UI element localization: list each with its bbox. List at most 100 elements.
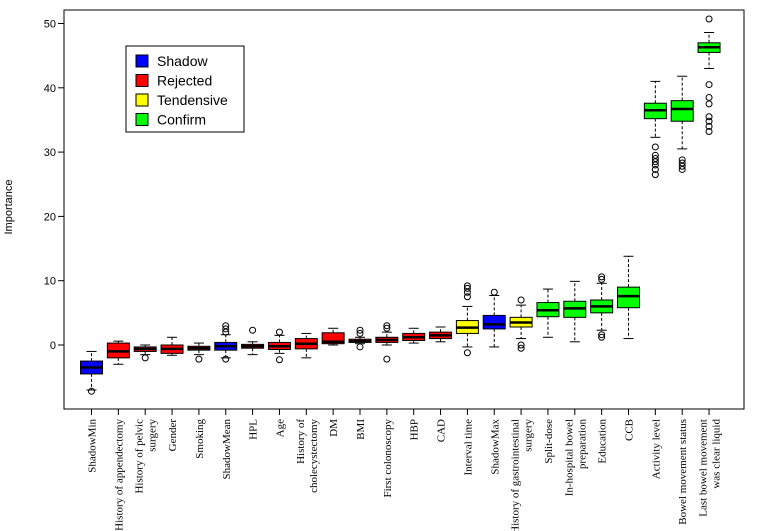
category-label: Interval time — [462, 419, 474, 476]
category-label-line: cholecystectomy — [308, 419, 320, 493]
category-label: DM — [328, 419, 340, 437]
category-label: Bowel movement status — [677, 419, 689, 525]
category-label-line: First colonoscopy — [382, 419, 394, 498]
box-16 — [482, 288, 506, 348]
box-1 — [80, 350, 103, 395]
category-label-line: Age — [274, 419, 286, 437]
category-label: HPL — [248, 419, 260, 440]
outlier-point — [598, 273, 606, 281]
box-14 — [429, 326, 453, 343]
category-label: In-hospital bowelpreparation — [563, 419, 588, 497]
outlier-point — [651, 155, 659, 163]
outlier-point — [249, 326, 257, 334]
category-label-line: In-hospital bowel — [563, 419, 575, 496]
category-label-line: Gender — [167, 419, 179, 452]
outlier-point — [517, 341, 525, 349]
category-label-line: HBP — [409, 419, 421, 440]
box-12 — [375, 322, 399, 363]
y-tick-label: 30 — [44, 147, 56, 159]
outlier-point — [275, 356, 283, 364]
iqr-box — [617, 286, 640, 309]
box-19 — [563, 280, 587, 343]
outlier-point — [356, 343, 364, 351]
category-label: Education — [597, 419, 609, 464]
category-label-line: surgery — [523, 419, 535, 452]
box-7 — [241, 326, 265, 356]
category-label-line: CAD — [436, 419, 448, 442]
box-13 — [402, 327, 426, 344]
outlier-point — [651, 151, 659, 159]
outlier-point — [705, 93, 713, 101]
box-4 — [160, 336, 184, 356]
outlier-point — [517, 296, 525, 304]
category-label: CAD — [436, 419, 448, 442]
y-tick-label: 50 — [44, 19, 56, 31]
box-17 — [509, 296, 533, 352]
box-2 — [106, 340, 130, 365]
outlier-point — [463, 349, 471, 357]
box-21 — [617, 255, 640, 340]
box-23 — [670, 75, 694, 173]
y-axis: 0 10 20 30 40 50 — [44, 19, 64, 352]
category-label: Split-dose — [543, 419, 555, 464]
category-label-line: History of pelvic — [134, 419, 146, 494]
legend-label: Shadow — [157, 53, 208, 69]
y-axis-label: Importance — [3, 179, 15, 234]
outlier-point — [598, 331, 606, 339]
category-label-line: surgery — [147, 419, 159, 452]
box-6 — [214, 322, 238, 363]
category-label-line: ShadowMin — [87, 419, 99, 473]
box-11 — [348, 326, 372, 351]
legend-swatch — [135, 54, 149, 68]
category-label-line: CCB — [624, 419, 636, 441]
category-label-line: Smoking — [194, 419, 206, 459]
outlier-point — [222, 325, 230, 333]
box-3 — [133, 344, 157, 362]
outlier-point — [705, 15, 713, 23]
category-labels: ShadowMin History of appendectomy History … — [87, 409, 723, 531]
category-label: HBP — [409, 419, 421, 440]
outlier-point — [275, 328, 283, 336]
category-label-line: DM — [328, 419, 340, 437]
outlier-point — [678, 159, 686, 167]
outlier-point — [651, 171, 659, 179]
outlier-point — [356, 329, 364, 337]
outlier-point — [705, 100, 713, 108]
outlier-point — [651, 143, 659, 151]
box-24 — [697, 15, 721, 136]
category-label: History of appendectomy — [113, 419, 125, 531]
outlier-point — [705, 113, 713, 121]
outlier-point — [195, 355, 203, 363]
outlier-point — [383, 322, 391, 330]
outlier-point — [463, 293, 471, 301]
outlier-point — [222, 355, 230, 363]
plot-frame — [63, 9, 745, 410]
category-label-line: History of gastrointestinal — [510, 419, 522, 531]
outlier-point — [598, 275, 606, 283]
category-label-line: ShadowMax — [489, 419, 501, 475]
category-label-line: BMI — [355, 419, 367, 440]
box-5 — [187, 342, 211, 363]
category-label: First colonoscopy — [382, 419, 394, 498]
outlier-point — [463, 282, 471, 290]
category-label-line: Education — [597, 419, 609, 464]
y-tick-label: 40 — [44, 83, 56, 95]
box-22 — [643, 80, 667, 179]
category-label-line: History of — [295, 419, 307, 464]
category-label: Gender — [167, 419, 179, 452]
legend-label: Rejected — [157, 73, 212, 89]
legend-swatch — [135, 93, 149, 107]
y-tick-label: 20 — [44, 211, 56, 223]
category-label-line: Split-dose — [543, 419, 555, 464]
outlier-point — [88, 387, 95, 395]
box-18 — [536, 288, 560, 338]
outlier-point — [705, 117, 713, 125]
outlier-point — [678, 156, 686, 164]
box-8 — [267, 328, 291, 364]
legend-swatch — [135, 113, 149, 126]
outlier-point — [356, 326, 364, 334]
category-label: ShadowMean — [221, 419, 233, 480]
category-label: BMI — [355, 419, 367, 440]
y-tick-label: 10 — [44, 276, 56, 288]
legend-label: Confirm — [157, 112, 206, 128]
